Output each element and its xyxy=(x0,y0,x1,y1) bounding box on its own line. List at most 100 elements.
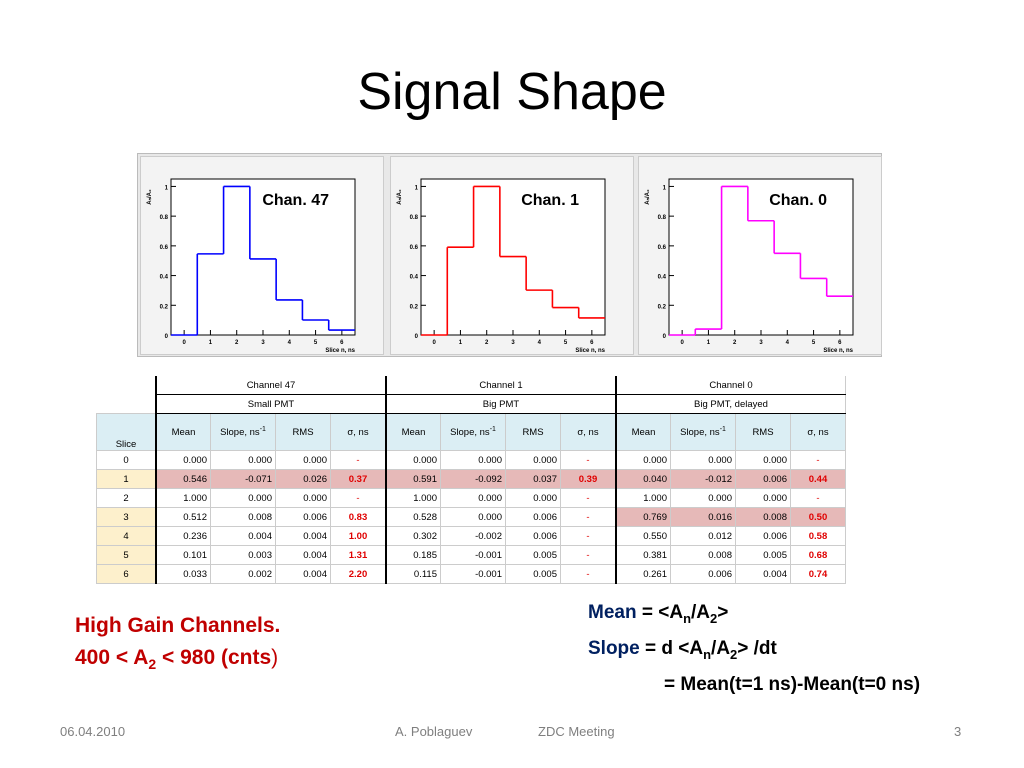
table-cell: 0.185 xyxy=(385,545,441,565)
table-cell: 0.101 xyxy=(155,545,211,565)
table-cell: 0.002 xyxy=(210,564,276,584)
table-cell: - xyxy=(560,526,617,546)
table-cell: 0.004 xyxy=(275,564,331,584)
results-table: Channel 47 Channel 1 Channel 0 Small PMT Big… xyxy=(96,376,846,584)
table-cell: 0.040 xyxy=(615,469,671,489)
table-cell: - xyxy=(330,450,387,470)
footer-author: A. Poblaguev xyxy=(395,724,473,739)
table-cell: 0.261 xyxy=(615,564,671,584)
table-cell: 0.006 xyxy=(275,507,331,527)
column-header: σ, ns xyxy=(330,413,387,451)
table-row: 4 0.236 0.004 0.004 1.00 0.302 -0.002 0.006-0.5… xyxy=(96,526,846,546)
x-tick-label: 2 xyxy=(235,340,239,346)
table-cell: 0.004 xyxy=(275,526,331,546)
column-header: Slope, ns-1 xyxy=(210,413,276,451)
table-cell: 0.000 xyxy=(440,488,506,508)
table-row: 1 0.546 -0.071 0.026 0.37 0.591 -0.092 0.037 0.3… xyxy=(96,469,846,489)
table-cell: 0.003 xyxy=(210,545,276,565)
table-cell: -0.001 xyxy=(440,545,506,565)
table-cell: - xyxy=(560,545,617,565)
y-tick-label: 0.4 xyxy=(658,275,667,281)
x-tick-label: 2 xyxy=(733,340,737,346)
pmt-header: Big PMT xyxy=(385,394,617,414)
column-header: Slope, ns-1 xyxy=(440,413,506,451)
slice-cell: 4 xyxy=(96,526,157,546)
channel-header: Channel 47 xyxy=(155,376,387,395)
column-header: Slope, ns-1 xyxy=(670,413,736,451)
channel-header: Channel 1 xyxy=(385,376,617,395)
footer-date: 06.04.2010 xyxy=(60,724,126,739)
channel-header: Channel 0 xyxy=(615,376,846,395)
plot-chan-1: 0 0.2 0.4 0.6 0.8 1 0 1 2 3 4 5 6 Slice n, ns Aₙ/A₂ Cha… xyxy=(390,156,634,355)
table-corner xyxy=(96,376,156,395)
table-cell: 0.000 xyxy=(615,450,671,470)
y-tick-label: 1 xyxy=(663,185,667,191)
table-corner xyxy=(96,394,156,414)
table-cell: 0.000 xyxy=(440,507,506,527)
table-cell: 0.000 xyxy=(440,450,506,470)
pmt-header: Big PMT, delayed xyxy=(615,394,846,414)
y-tick-label: 1 xyxy=(415,185,419,191)
table-cell: 0.006 xyxy=(505,526,561,546)
column-header: Mean xyxy=(385,413,441,451)
table-cell: -0.001 xyxy=(440,564,506,584)
y-tick-label: 0.6 xyxy=(658,245,667,251)
table-cell: 0.006 xyxy=(735,526,791,546)
x-tick-label: 5 xyxy=(314,340,318,346)
table-row: 2 1.000 0.000 0.000-1.000 0.000 0.000-1.000 0.… xyxy=(96,488,846,508)
table-cell: 0.008 xyxy=(735,507,791,527)
table-cell: 0.000 xyxy=(385,450,441,470)
table-cell: -0.002 xyxy=(440,526,506,546)
table-cell: 0.000 xyxy=(275,488,331,508)
table-cell: 0.68 xyxy=(790,545,846,565)
table-cell: 0.005 xyxy=(735,545,791,565)
table-cell: 2.20 xyxy=(330,564,387,584)
table-cell: 0.236 xyxy=(155,526,211,546)
y-tick-label: 0.4 xyxy=(410,275,419,281)
x-tick-label: 6 xyxy=(340,340,344,346)
slice-cell: 6 xyxy=(96,564,157,584)
table-cell: 0.005 xyxy=(505,545,561,565)
x-axis-label: Slice n, ns xyxy=(823,348,853,354)
table-cell: 0.006 xyxy=(505,507,561,527)
table-cell: 0.000 xyxy=(210,450,276,470)
column-header: σ, ns xyxy=(560,413,617,451)
y-tick-label: 0.8 xyxy=(410,215,419,221)
y-tick-label: 0.2 xyxy=(160,304,169,310)
table-cell: 1.31 xyxy=(330,545,387,565)
pmt-header: Small PMT xyxy=(155,394,387,414)
table-row: 3 0.512 0.008 0.006 0.83 0.528 0.000 0.006-0.76… xyxy=(96,507,846,527)
table-cell: 0.000 xyxy=(275,450,331,470)
y-axis-label: Aₙ/A₂ xyxy=(397,189,403,205)
high-gain-line1: High Gain Channels. xyxy=(75,614,281,637)
column-header: RMS xyxy=(275,413,331,451)
table-cell: - xyxy=(790,450,846,470)
x-axis-label: Slice n, ns xyxy=(575,348,605,354)
table-cell: 0.037 xyxy=(505,469,561,489)
x-tick-label: 3 xyxy=(511,340,515,346)
y-tick-label: 0 xyxy=(663,334,667,340)
table-cell: 0.115 xyxy=(385,564,441,584)
y-tick-label: 0.6 xyxy=(410,245,419,251)
x-tick-label: 3 xyxy=(759,340,763,346)
table-cell: 0.008 xyxy=(670,545,736,565)
table-column-header-row: Slice Mean Slope, ns-1 RMS σ, ns Mean Slope, n… xyxy=(96,413,846,451)
table-cell: 0.006 xyxy=(735,469,791,489)
x-tick-label: 2 xyxy=(485,340,489,346)
x-tick-label: 0 xyxy=(432,340,436,346)
y-tick-label: 0.8 xyxy=(160,215,169,221)
plot-chan-47-chart: 0 0.2 0.4 0.6 0.8 1 0 1 2 3 4 5 6 Slice n, ns Aₙ/A₂ Cha… xyxy=(147,178,356,354)
y-tick-label: 0 xyxy=(415,334,419,340)
table-cell: 1.000 xyxy=(615,488,671,508)
table-cell: 0.546 xyxy=(155,469,211,489)
plot-chan-0: 0 0.2 0.4 0.6 0.8 1 0 1 2 3 4 5 6 Slice n, ns Aₙ/A₂ Cha… xyxy=(638,156,882,355)
table-row: 6 0.033 0.002 0.004 2.20 0.115 -0.001 0.005-0.2… xyxy=(96,564,846,584)
plot-chan-47: 0 0.2 0.4 0.6 0.8 1 0 1 2 3 4 5 6 Slice n, ns Aₙ/A₂ Cha… xyxy=(140,156,384,355)
footer-page-number: 3 xyxy=(954,724,962,739)
table-cell: 1.000 xyxy=(155,488,211,508)
table-row: 0 0.000 0.000 0.000-0.000 0.000 0.000-0.000 0.… xyxy=(96,450,846,470)
slice-cell: 5 xyxy=(96,545,157,565)
y-tick-label: 0.6 xyxy=(160,245,169,251)
table-cell: 0.550 xyxy=(615,526,671,546)
table-cell: 0.012 xyxy=(670,526,736,546)
